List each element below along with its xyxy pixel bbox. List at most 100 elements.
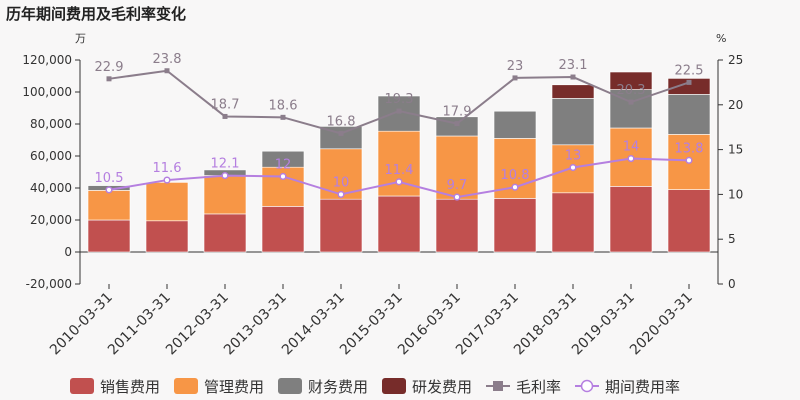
expense-rate-label: 9.7	[447, 178, 468, 193]
bar-1	[261, 206, 305, 253]
left-axis-unit: 万	[75, 32, 86, 45]
expense-rate-marker	[221, 172, 229, 180]
bar-3	[667, 94, 711, 135]
expense-rate-label: 14	[623, 140, 640, 155]
gross-margin-label: 17.9	[443, 105, 472, 120]
bar-3	[493, 110, 537, 139]
bar-2	[87, 190, 131, 221]
legend-marker-expense-rate	[580, 379, 594, 393]
bar-1	[609, 186, 653, 253]
bar-3	[319, 126, 363, 150]
expense-rate-marker	[337, 190, 345, 198]
legend-swatch-3	[278, 378, 302, 394]
gross-margin-marker	[396, 108, 402, 114]
expense-rate-label: 10.5	[95, 171, 124, 186]
gross-margin-label: 16.8	[327, 114, 356, 129]
right-tick-label: 0	[728, 277, 736, 291]
gross-margin-label: 23.1	[559, 58, 588, 73]
legend-swatch-4	[382, 378, 406, 394]
legend-swatch-1	[70, 378, 94, 394]
left-tick-label: 0	[64, 245, 72, 259]
legend-label-1: 销售费用	[100, 378, 160, 396]
left-tick-label: 120,000	[22, 53, 72, 67]
expense-rate-label: 13	[565, 149, 582, 164]
left-tick-label: 60,000	[30, 149, 72, 163]
expense-rate-marker	[105, 186, 113, 194]
gross-margin-label: 19.3	[385, 92, 414, 107]
bars-group	[87, 71, 711, 253]
gross-margin-marker	[280, 114, 286, 120]
expense-rate-marker	[569, 163, 577, 172]
right-tick-label: 10	[728, 187, 743, 201]
legend-label-4: 研发费用	[412, 378, 472, 396]
gross-margin-marker	[454, 121, 460, 127]
bar-1	[493, 198, 537, 253]
gross-margin-marker	[512, 75, 518, 81]
left-tick-label: 100,000	[22, 85, 72, 99]
bar-4	[551, 84, 595, 99]
expense-rate-label: 13.8	[675, 141, 704, 156]
right-tick-label: 25	[728, 53, 743, 67]
bar-1	[435, 198, 479, 253]
expense-rate-label: 11.4	[385, 163, 414, 178]
gross-margin-marker	[106, 76, 112, 82]
gross-margin-marker	[570, 74, 576, 80]
gross-margin-label: 18.7	[211, 97, 240, 112]
right-tick-label: 5	[728, 232, 736, 246]
gross-margin-label: 23	[507, 59, 524, 74]
bar-3	[261, 150, 305, 168]
right-axis-unit: %	[716, 32, 726, 45]
bar-2	[145, 182, 189, 222]
legend-swatch-2	[174, 378, 198, 394]
gross-margin-label: 18.6	[269, 98, 298, 113]
expense-rate-marker	[627, 155, 635, 163]
left-tick-label: -20,000	[26, 277, 72, 291]
bar-4	[667, 78, 711, 95]
bar-1	[377, 195, 421, 253]
left-tick-label: 80,000	[30, 117, 72, 131]
left-tick-label: 20,000	[30, 213, 72, 227]
gross-margin-label: 22.5	[675, 63, 704, 78]
right-tick-label: 15	[728, 143, 743, 157]
bar-1	[319, 198, 363, 253]
gross-margin-label: 23.8	[153, 52, 182, 67]
gross-margin-label: 22.9	[95, 60, 124, 75]
expense-rate-marker	[511, 183, 519, 191]
gross-margin-marker	[628, 99, 634, 105]
bar-1	[667, 189, 711, 253]
expense-rate-label: 11.6	[153, 161, 182, 176]
expense-rate-label: 10	[333, 175, 350, 190]
chart-title: 历年期间费用及毛利率变化	[6, 5, 186, 23]
legend-label-line-2: 期间费用率	[605, 378, 680, 396]
bar-2	[203, 175, 247, 215]
expense-rate-label: 10.8	[501, 168, 530, 183]
right-tick-label: 20	[728, 98, 743, 112]
expense-rate-marker	[279, 172, 287, 181]
legend-label-line-1: 毛利率	[516, 378, 561, 396]
expense-rate-label: 12	[275, 157, 292, 172]
gross-margin-label: 20.3	[617, 83, 646, 98]
expense-rate-marker	[453, 193, 461, 201]
expense-rate-marker	[395, 178, 403, 186]
bar-1	[551, 192, 595, 253]
gross-margin-marker	[686, 79, 692, 85]
value-labels-group: 22.9 23.8 18.7 18.6 16.8 19.3 17.9 23 23.1 20.3 22…	[95, 52, 704, 193]
expense-rate-marker	[685, 156, 693, 164]
expense-rate-marker	[163, 176, 171, 184]
legend: 销售费用 管理费用 财务费用 研发费用 毛利率 期间费用率	[70, 378, 680, 396]
bar-3	[551, 98, 595, 146]
bar-2	[435, 135, 479, 200]
left-tick-label: 40,000	[30, 181, 72, 195]
expense-rate-label: 12.1	[211, 157, 240, 172]
x-tick-label: 2020-03-31	[627, 290, 696, 359]
lines-group	[105, 68, 693, 201]
bar-1	[145, 220, 189, 253]
bar-4	[609, 71, 653, 90]
legend-label-3: 财务费用	[308, 378, 368, 396]
gross-margin-marker	[338, 130, 344, 136]
legend-marker-gross-margin	[493, 381, 503, 391]
bar-1	[203, 213, 247, 253]
gross-margin-marker	[164, 68, 170, 74]
